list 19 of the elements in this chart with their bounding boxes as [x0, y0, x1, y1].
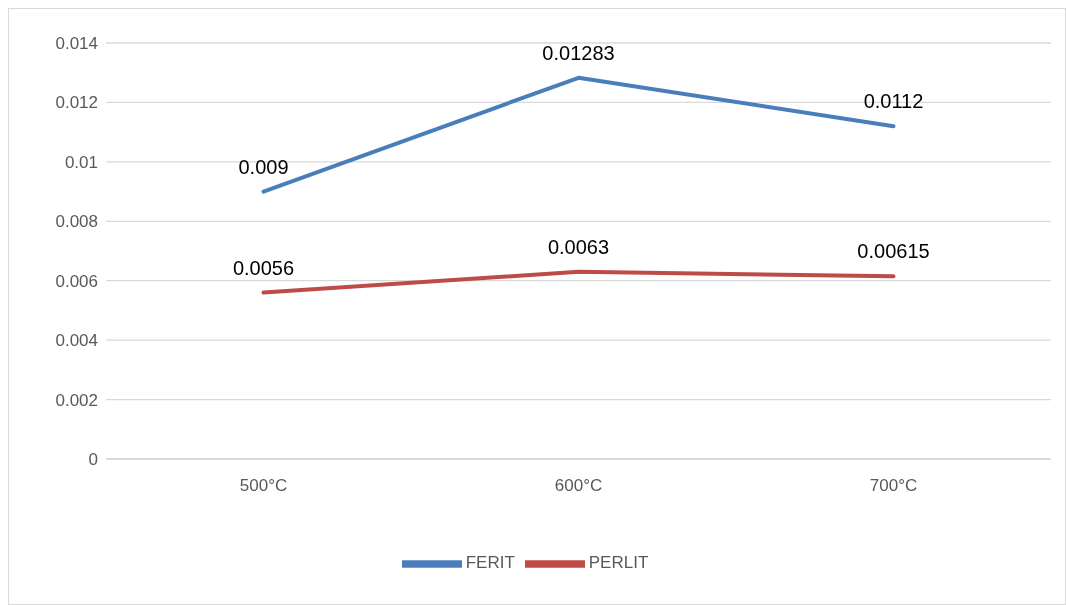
y-tick-label: 0.008 — [55, 212, 98, 232]
y-tick-label: 0 — [88, 450, 98, 470]
x-tick-label: 500°C — [239, 476, 288, 496]
data-label: 0.00615 — [857, 240, 930, 263]
legend-label: PERLIT — [588, 553, 649, 573]
x-tick-label: 700°C — [869, 476, 918, 496]
data-label: 0.01283 — [542, 41, 615, 64]
data-label: 0.0056 — [232, 256, 295, 279]
data-label: 0.0063 — [547, 235, 610, 258]
data-label: 0.0112 — [863, 90, 924, 113]
data-label: 0.009 — [238, 155, 289, 178]
y-tick-label: 0.006 — [55, 271, 98, 291]
y-tick-label: 0.014 — [55, 34, 98, 54]
legend-label: FERIT — [465, 553, 515, 573]
y-tick-label: 0.004 — [55, 331, 98, 351]
y-tick-label: 0.012 — [55, 93, 98, 113]
y-tick-label: 0.002 — [55, 390, 98, 410]
x-tick-label: 600°C — [554, 476, 603, 496]
y-tick-label: 0.01 — [64, 152, 98, 172]
